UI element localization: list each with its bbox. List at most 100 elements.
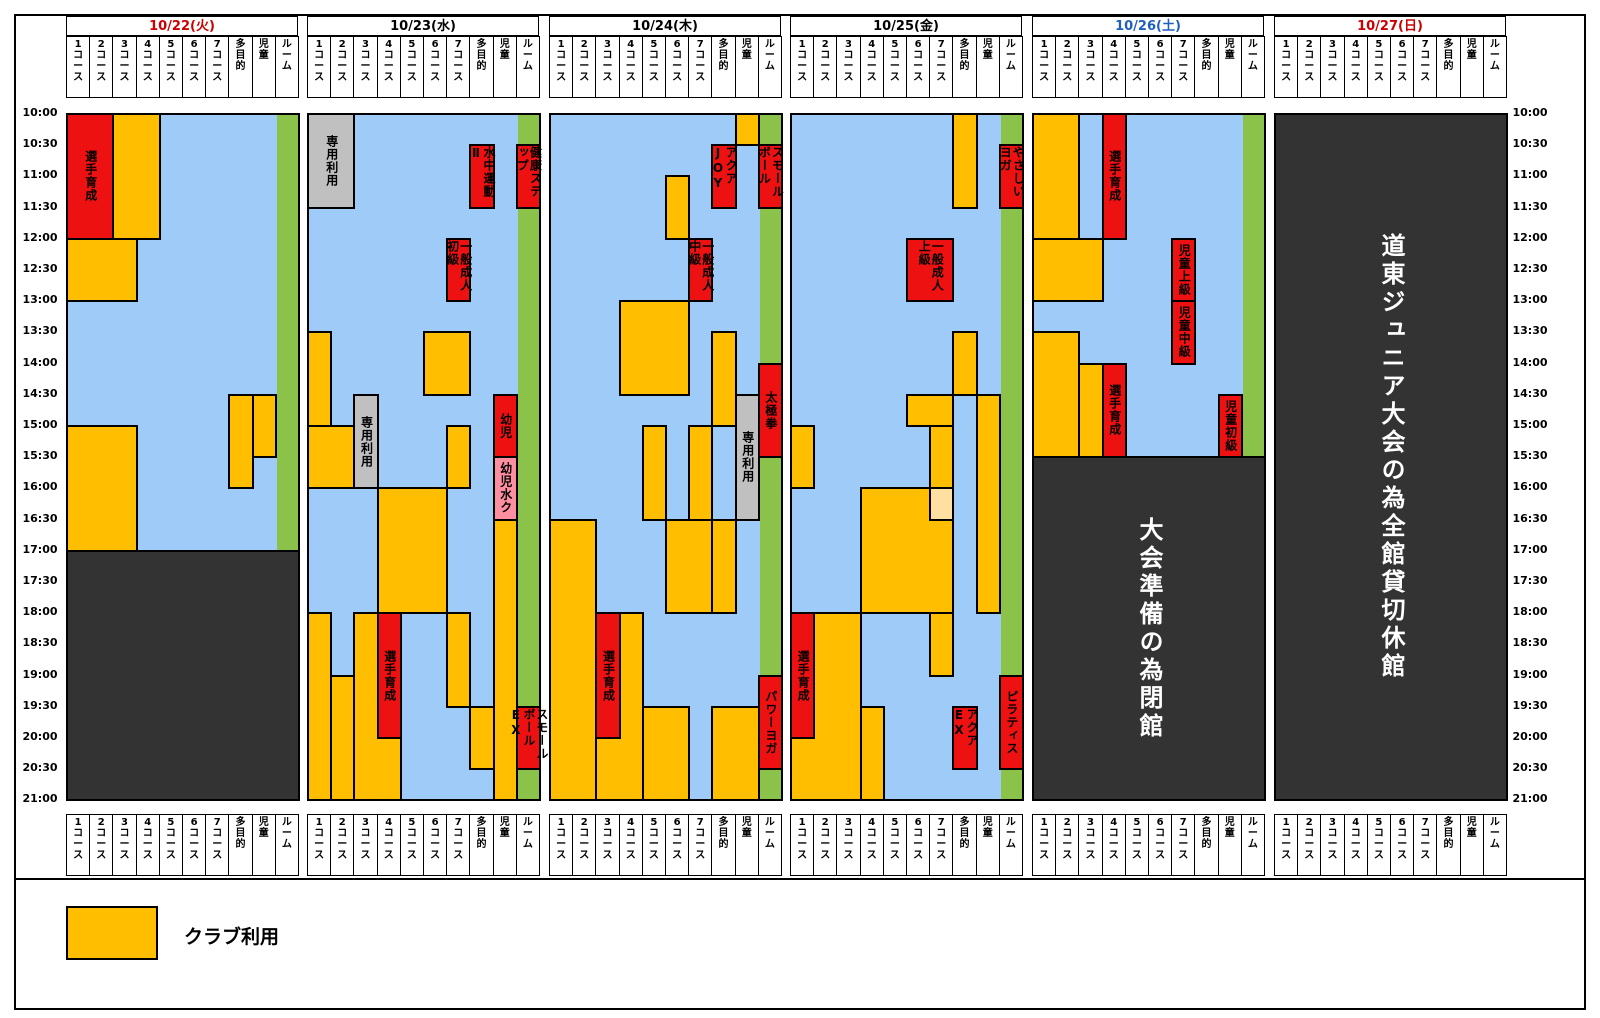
grid-cell [597,146,622,179]
grid-cell [713,614,738,647]
grid-cell [230,239,255,272]
grid-cell [884,115,909,148]
column-label: コース [73,50,84,83]
grid-cell [1242,427,1264,460]
grid-cell [253,115,278,148]
column-number: 2 [580,817,588,828]
grid-cell [977,333,1002,366]
column-number: 5 [891,39,899,50]
grid-cell [597,395,622,428]
grid-cell [355,115,380,148]
grid-cell [1150,208,1175,241]
grid-cell [908,770,933,800]
column-header: 児童 [1459,36,1484,98]
grid-cell [355,177,380,210]
grid-cell [884,177,909,210]
grid-cell [792,364,817,397]
column-number: 6 [1156,817,1164,828]
block-text: 一般成人中級 [687,239,715,292]
grid-cell [977,271,1002,304]
grid-cell [815,427,840,460]
column-label: コース [96,50,107,83]
time-label-right: 21:00 [1512,792,1548,806]
column-header: ルーム [757,36,782,98]
time-label-right: 11:30 [1512,199,1548,213]
grid-cell [517,333,539,366]
column-number: 1 [1040,39,1048,50]
grid-cell [137,302,162,335]
grid-cell [551,489,576,522]
column-label: ルーム [522,817,533,850]
column-number: 5 [167,817,175,828]
grid-cell [276,208,298,241]
grid-cell [1173,364,1198,397]
time-label-right: 19:30 [1512,698,1548,712]
block-text-wrap: 太極拳 [760,365,781,457]
grid-cell [517,583,539,616]
column-number: 1 [798,39,806,50]
grid-cell [954,239,979,272]
grid-cell [207,520,232,553]
club-block [906,393,955,427]
block-text-wrap: パワーヨガ [760,677,781,769]
grid-cell [838,239,863,272]
grid-cell [1219,364,1244,397]
column-number: 7 [1421,817,1429,828]
grid-cell [1219,271,1244,304]
column-label: コース [1062,828,1073,861]
grid-cell [207,208,232,241]
column-label: 児童 [1224,817,1235,839]
column-label: 多目的 [235,39,246,72]
column-footer: ルーム [1482,814,1507,876]
grid-cell [792,333,817,366]
column-number: 7 [696,817,704,828]
column-number: 4 [627,817,635,828]
grid-cell [401,177,426,210]
column-number: 4 [1352,39,1360,50]
time-label-left: 19:00 [22,667,58,681]
column-number: 4 [1352,817,1360,828]
program-block: 一般成人中級 [687,237,715,303]
grid-cell [425,208,450,241]
grid-cell [401,427,426,460]
block-text-wrap: 児童中級 [1173,302,1194,362]
grid-cell [838,364,863,397]
grid-cell [1242,333,1264,366]
grid-cell [230,489,255,522]
grid-cell [690,645,715,678]
grid-cell [332,239,357,272]
grid-cell [425,707,450,740]
grid-cell [977,645,1002,678]
club-block [1032,237,1104,303]
grid-cell [597,551,622,584]
block-text: アクアEX [951,707,979,747]
grid-cell [230,333,255,366]
grid-cell [1242,271,1264,304]
column-footer: 児童 [492,814,517,876]
column-label: コース [119,828,130,861]
grid-cell [861,614,886,647]
column-label: ルーム [1005,817,1016,850]
grid-cell [1057,302,1082,335]
grid-cell [643,395,668,428]
grid-cell [908,707,933,740]
grid-cell [597,520,622,553]
grid-cell [448,302,473,335]
block-text-wrap: 健康ステップ [515,146,542,206]
column-number: 2 [580,39,588,50]
grid-cell [355,302,380,335]
column-label: コース [1039,828,1050,861]
grid-cell [517,551,539,584]
column-number: 1 [557,817,565,828]
grid-cell [137,239,162,272]
grid-cell [355,271,380,304]
